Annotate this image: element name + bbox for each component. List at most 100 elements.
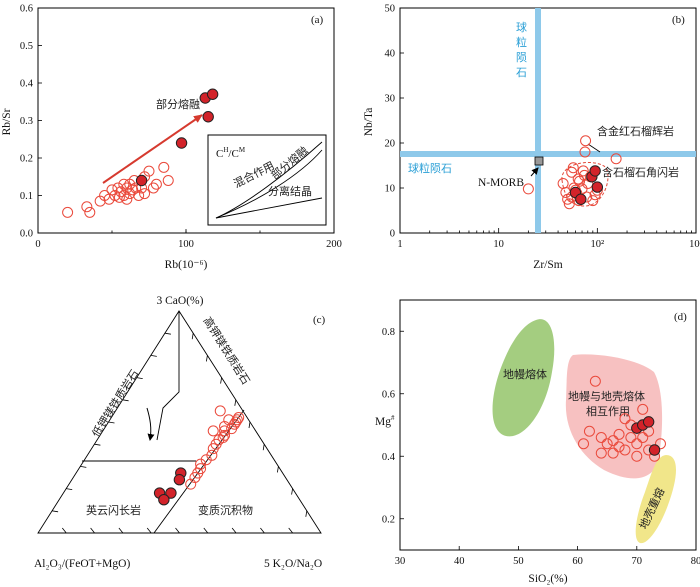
b-data-point xyxy=(591,181,604,193)
ternary-tick xyxy=(305,510,308,517)
panel-b: (b) 1 10 10² 10³ 0 10 20 30 40 50 Nb/Ta Zr/Sm 球 粒… xyxy=(363,4,700,272)
partial-melting-label: 部分熔融 xyxy=(156,97,200,111)
nmorb-arrow xyxy=(530,167,539,177)
ternary-tick xyxy=(234,399,237,406)
ternary-tick xyxy=(122,399,129,402)
ternary-tick xyxy=(94,443,101,446)
a-data-point xyxy=(106,184,118,196)
a-data-point xyxy=(202,111,214,123)
ternary-tick xyxy=(291,488,293,495)
d-data-point xyxy=(589,375,601,387)
panel-b-frame xyxy=(399,7,697,234)
d-xtick-label: 40 xyxy=(454,556,465,567)
d-xtick-label: 50 xyxy=(513,556,524,567)
a-ytick-label: 0.6 xyxy=(20,4,33,15)
b-ytick-label: 40 xyxy=(385,49,396,60)
inset-line-fractionation xyxy=(215,197,323,219)
a-data-point xyxy=(121,193,133,205)
nmorb-marker xyxy=(534,156,544,166)
high-k-mafic-label: 高钾镁铁质岩石 xyxy=(200,314,253,387)
a-data-point xyxy=(175,137,188,149)
mantle-melt-field xyxy=(492,319,555,437)
chondrite-v-label-3: 陨 xyxy=(516,51,527,64)
panel-d-points xyxy=(578,375,666,462)
ternary-tick xyxy=(248,421,251,429)
b-ytick-label: 20 xyxy=(385,139,396,150)
ternary-tick xyxy=(206,355,208,362)
inset-label-melting: 部分熔融 xyxy=(268,143,311,182)
d-xtick-label: 80 xyxy=(691,556,700,567)
b-data-point xyxy=(567,162,579,174)
interaction-label-1: 地幔与地壳熔体 xyxy=(568,389,645,403)
d-data-point xyxy=(642,416,655,428)
b-data-point xyxy=(522,183,534,195)
inset-curve-melting xyxy=(215,149,323,219)
panel-a: (a) 0 100 200 0.0 0.1 0.2 0.3 0.4 0.5 0.6 Rb/Sr R… xyxy=(1,4,342,272)
ternary-data-point xyxy=(165,487,177,499)
apex-left-label: Al₂O₃/(FeOT+MgO) xyxy=(34,558,130,570)
ternary-tick xyxy=(118,527,124,534)
panel-a-xlabel: Rb(10⁻⁶) xyxy=(165,259,208,271)
a-data-point xyxy=(206,88,219,100)
low-k-mafic-label: 低钾镁铁质岩石 xyxy=(89,367,142,440)
a-ytick-label: 0.4 xyxy=(20,79,34,90)
b-data-point xyxy=(587,195,599,207)
inset-frame xyxy=(207,134,327,226)
d-xtick-label: 70 xyxy=(632,556,643,567)
panel-a-frame xyxy=(37,7,335,234)
d-data-point xyxy=(595,432,607,443)
d-data-point xyxy=(619,444,631,456)
metasediment-label: 变质沉积物 xyxy=(198,503,253,517)
ternary-tick xyxy=(262,444,265,451)
apex-top-label: 3 CaO(%) xyxy=(157,295,204,307)
ternary-data-point xyxy=(158,494,170,506)
d-data-point xyxy=(637,432,649,443)
d-data-point xyxy=(583,425,595,437)
b-data-point xyxy=(580,135,592,147)
b-data-point xyxy=(575,193,587,205)
panel-d-xlabel: SiO₂(%) xyxy=(528,573,567,585)
panel-b-ylabel: Nb/Ta xyxy=(363,108,375,137)
panel-a-tag: (a) xyxy=(311,14,324,26)
a-data-point xyxy=(150,178,162,190)
ternary-tick xyxy=(80,466,87,468)
ternary-data-point xyxy=(207,425,219,437)
d-ytick-label: 0.2 xyxy=(382,514,395,525)
a-data-point xyxy=(62,206,74,218)
b-data-point xyxy=(579,146,591,158)
inset-curve-mixing xyxy=(215,141,323,219)
ternary-data-point xyxy=(219,425,231,437)
a-data-point xyxy=(118,190,130,201)
inset-label-fractionation: 分离结晶 xyxy=(268,184,312,198)
mantle-melt-label: 地幔熔体 xyxy=(503,367,547,381)
amphibolite-label: 含石榴石角闪岩 xyxy=(602,165,679,179)
d-data-point xyxy=(654,438,666,450)
chondrite-v-label-2: 粒 xyxy=(516,35,527,49)
chondrite-h-label: 球粒陨石 xyxy=(408,161,452,175)
panel-a-ylabel: Rb/Sr xyxy=(1,108,13,135)
a-data-point xyxy=(81,201,93,213)
a-data-point xyxy=(103,193,115,205)
d-data-point xyxy=(613,441,625,453)
b-data-point xyxy=(566,166,578,178)
a-data-point xyxy=(162,175,174,186)
a-data-point xyxy=(118,178,130,190)
b-ytick-label: 30 xyxy=(385,94,396,105)
panel-b-points xyxy=(522,135,622,210)
a-xtick-label: 200 xyxy=(326,239,342,250)
ternary-tick xyxy=(108,421,115,424)
d-data-point xyxy=(607,447,619,459)
d-xtick-label: 30 xyxy=(395,556,406,567)
d-data-point xyxy=(601,438,613,450)
ternary-data-point xyxy=(214,405,226,417)
panel-a-inset: CH/CM 混合作用 部分熔融 分离结晶 xyxy=(207,134,327,226)
panel-c-tag: (c) xyxy=(313,314,326,326)
ternary-tick xyxy=(288,527,294,534)
ternary-tick xyxy=(150,355,157,357)
b-xtick-label: 10 xyxy=(493,239,504,250)
a-data-point xyxy=(94,195,106,207)
d-data-point xyxy=(625,432,637,443)
a-data-point xyxy=(158,161,170,173)
b-xtick-label: 1 xyxy=(397,239,402,250)
nmorb-label: N-MORB xyxy=(478,177,524,189)
